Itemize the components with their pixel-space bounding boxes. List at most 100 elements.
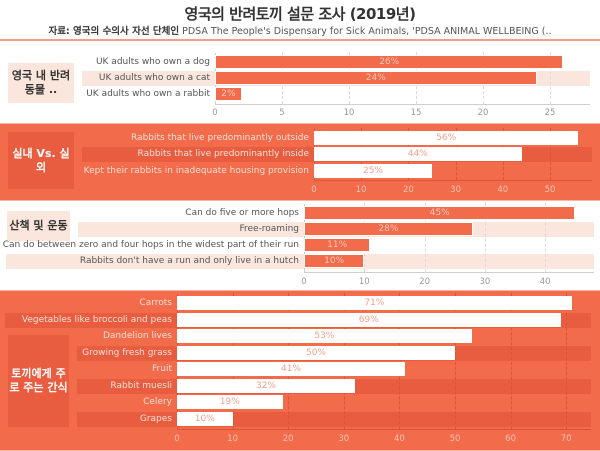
axis-tick-label: 30: [338, 434, 350, 444]
category-label: 토끼에게 주로 주는 간식: [8, 335, 69, 427]
gridline: [455, 293, 456, 429]
x-axis-line: [215, 104, 590, 105]
gridline: [566, 293, 568, 429]
chart-section-3: 산책 및 운동 0 10 20 30 40 Can do five or more hops…: [0, 201, 600, 291]
section-divider: [0, 200, 600, 201]
bar[interactable]: 50%: [177, 346, 455, 360]
axis-tick-label: 40: [539, 277, 551, 287]
chart-section-1: 영국 내 반려동물 .. 0 5 10 15 20 25 UK adults who own …: [0, 41, 600, 124]
bar[interactable]: 41%: [177, 362, 405, 376]
category-label: 산책 및 운동: [7, 211, 70, 241]
bar-label: Can do between zero and four hops in the…: [2, 240, 299, 250]
axis-tick-label: 40: [497, 185, 509, 195]
axis-tick-label: 50: [449, 434, 461, 444]
bar[interactable]: 24%: [215, 71, 537, 85]
chart-section-2: 실내 Vs. 실외 0 10 20 30 40 50 Rabbits that live pr…: [0, 124, 600, 201]
bar-value-label: 11%: [327, 240, 348, 250]
gridline: [424, 203, 426, 272]
bar-value-label: 28%: [378, 224, 399, 234]
category-label: 영국 내 반려동물 ..: [8, 63, 74, 103]
bar-label: Free-roaming: [239, 224, 299, 234]
bar[interactable]: 25%: [314, 164, 432, 178]
bar-label: UK adults who own a rabbit: [86, 89, 210, 99]
bar[interactable]: 56%: [314, 131, 579, 145]
header-divider: [0, 39, 600, 41]
bar[interactable]: 2%: [215, 87, 242, 101]
gridline: [545, 203, 547, 272]
bar[interactable]: 32%: [177, 379, 355, 393]
gridline: [550, 128, 551, 180]
bar-value-label: 56%: [436, 133, 457, 143]
gridline: [550, 52, 551, 104]
bar-label: Rabbits that live predominantly inside: [137, 149, 309, 159]
bar[interactable]: 44%: [314, 147, 522, 161]
bar-value-label: 10%: [324, 256, 345, 266]
gridline: [343, 293, 345, 429]
axis-tick-label: 70: [560, 434, 572, 444]
bar-value-label: 24%: [365, 73, 386, 83]
bar[interactable]: 26%: [215, 55, 564, 69]
axis-tick-label: 10: [343, 108, 355, 118]
axis-tick-label: 0: [311, 185, 317, 195]
bar-value-label: 10%: [194, 414, 215, 424]
bar[interactable]: 45%: [304, 206, 576, 220]
bar-value-label: 25%: [362, 166, 383, 176]
bar-label: Grapes: [139, 414, 172, 424]
bar-value-label: 44%: [407, 149, 428, 159]
bar-label: Celery: [143, 397, 172, 407]
axis-tick-label: 40: [393, 434, 405, 444]
bar[interactable]: 19%: [177, 395, 283, 409]
axis-tick-label: 10: [355, 185, 367, 195]
bar-label: Vegetables like broccoli and peas: [21, 315, 172, 325]
axis-tick-label: 5: [279, 108, 285, 118]
bar-label: Fruit: [152, 364, 172, 374]
axis-tick-label: 60: [505, 434, 516, 444]
axis-tick-label: 50: [544, 185, 556, 195]
bar[interactable]: 11%: [304, 238, 371, 252]
page-subtitle: 자료: 영국의 수의사 자선 단체인 PDSA The People's Dis…: [0, 23, 600, 37]
gridline: [399, 293, 401, 429]
bar-value-label: 53%: [314, 331, 335, 341]
axis-tick-label: 20: [402, 185, 414, 195]
bar-label: UK adults who own a cat: [98, 73, 210, 83]
bar-label: Can do five or more hops: [185, 208, 299, 218]
chart-section-4: 토끼에게 주로 주는 간식 0 10 20 30 40 50 60 70 Carrots 71% Ve…: [0, 291, 600, 451]
source-text: PDSA The People's Dispensary for Sick An…: [179, 26, 552, 37]
bar[interactable]: 10%: [177, 412, 233, 426]
bar-value-label: 19%: [219, 397, 240, 407]
axis-tick-label: 10: [358, 277, 370, 287]
section-divider: [0, 123, 600, 124]
axis-tick-label: 20: [419, 277, 430, 287]
axis-tick-label: 20: [282, 434, 294, 444]
bar-value-label: 26%: [379, 57, 400, 67]
bar[interactable]: 71%: [177, 296, 572, 310]
row-band: [6, 254, 594, 269]
x-axis-line: [177, 429, 591, 430]
gridline: [510, 293, 512, 429]
bar-value-label: 69%: [358, 315, 379, 325]
bar[interactable]: 69%: [177, 313, 561, 327]
x-axis-line: [304, 272, 594, 273]
section-divider: [0, 290, 600, 291]
x-axis-line: [314, 180, 592, 181]
category-label: 실내 Vs. 실외: [8, 132, 74, 189]
source-label: 자료: 영국의 수의사 자선 단체인: [48, 26, 180, 37]
bar-label: Rabbit muesli: [110, 381, 172, 391]
bar-label: Rabbits that live predominantly outside: [131, 133, 309, 143]
gridline: [288, 293, 290, 429]
axis-tick-label: 15: [410, 108, 422, 118]
bar-value-label: 32%: [255, 381, 276, 391]
axis-tick-label: 20: [477, 108, 489, 118]
axis-tick-label: 10: [227, 434, 238, 444]
page-title: 영국의 반려토끼 설문 조사 (2019년): [184, 5, 416, 23]
bar[interactable]: 10%: [304, 254, 365, 268]
axis-tick-label: 25: [544, 108, 556, 118]
bar[interactable]: 53%: [177, 329, 472, 343]
bar-label: UK adults who own a dog: [95, 57, 210, 67]
bar-label: Kept their rabbits in inadequate housing…: [83, 166, 309, 176]
bar-label: Rabbits don't have a run and only live i…: [79, 256, 299, 266]
bar[interactable]: 28%: [304, 222, 473, 236]
bar-value-label: 45%: [429, 208, 450, 218]
bar-label: Dandelion lives: [102, 331, 172, 341]
axis-tick-label: 0: [212, 108, 218, 118]
